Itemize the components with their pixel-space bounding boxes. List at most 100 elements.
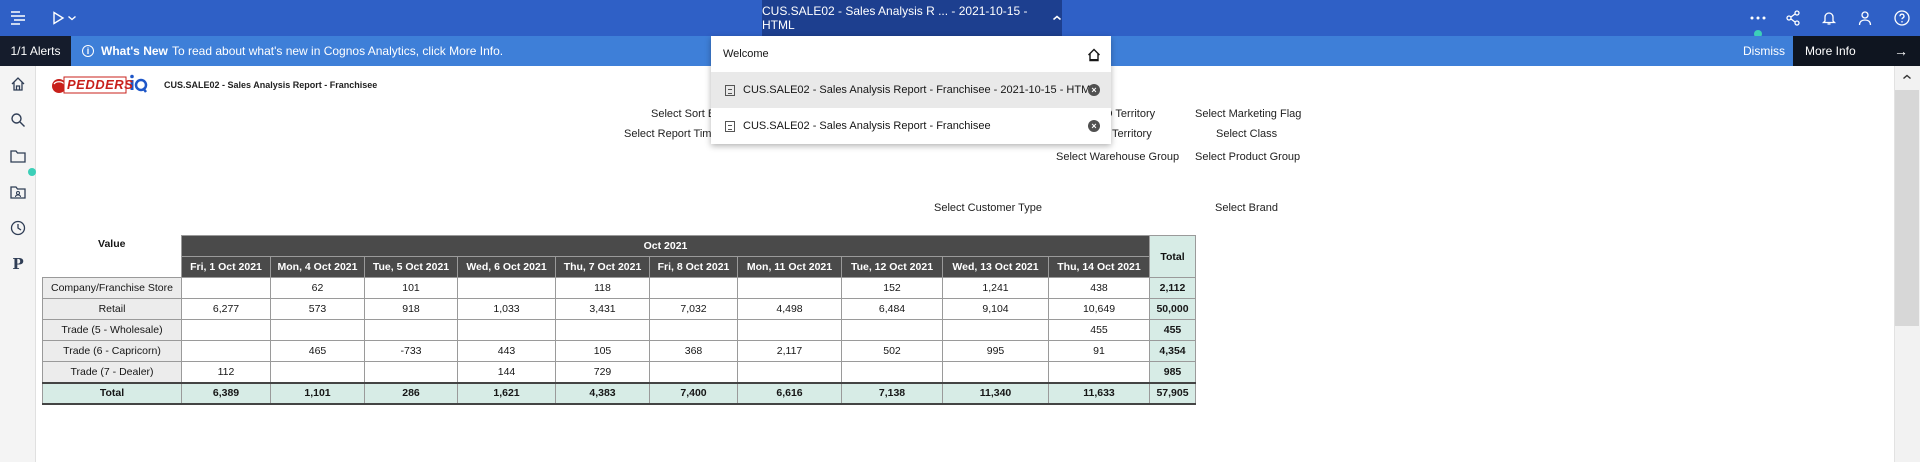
marketing-flag-prompt[interactable]: Select Marketing Flag <box>1195 108 1302 120</box>
table-cell: 91 <box>1048 340 1150 362</box>
alerts-count-button[interactable]: 1/1 Alerts <box>0 36 71 66</box>
user-icon[interactable] <box>1847 0 1883 36</box>
row-label: Company/Franchise Store <box>42 277 182 299</box>
table-cell: 729 <box>555 361 650 383</box>
report-title-tab[interactable]: CUS.SALE02 - Sales Analysis R ... - 2021… <box>762 0 1062 36</box>
table-cell <box>457 277 556 299</box>
sort-prompt[interactable]: Select Sort B <box>651 108 716 120</box>
chevron-down-icon[interactable] <box>60 0 84 36</box>
scrollbar-thumb[interactable] <box>1895 90 1919 326</box>
date-column-header: Tue, 5 Oct 2021 <box>364 256 458 278</box>
date-column-header: Wed, 13 Oct 2021 <box>942 256 1049 278</box>
dismiss-button[interactable]: Dismiss <box>1743 44 1785 58</box>
date-column-header: Thu, 7 Oct 2021 <box>555 256 650 278</box>
table-cell <box>1048 361 1150 383</box>
team-content-icon[interactable] <box>0 174 36 210</box>
date-column-header: Tue, 12 Oct 2021 <box>841 256 943 278</box>
total-cell: 7,138 <box>841 381 943 405</box>
table-cell <box>841 319 943 341</box>
table-cell: 995 <box>942 340 1049 362</box>
territory-prompt-b[interactable]: Territory <box>1112 128 1152 140</box>
table-cell: 144 <box>457 361 556 383</box>
row-total-cell: 50,000 <box>1149 298 1196 320</box>
welcome-label: Welcome <box>723 48 769 60</box>
total-row-label: Total <box>42 381 182 405</box>
table-cell <box>457 319 556 341</box>
left-nav-rail: P <box>0 66 36 462</box>
table-cell: 6,277 <box>181 298 271 320</box>
report-time-prompt[interactable]: Select Report Tim <box>624 128 712 140</box>
close-icon[interactable]: × <box>1088 84 1100 96</box>
overflow-icon[interactable] <box>1740 0 1776 36</box>
report-doc-icon <box>725 120 735 132</box>
total-cell: 11,340 <box>942 381 1049 405</box>
whats-new-label: What's New <box>101 44 168 58</box>
table-cell: 4,498 <box>737 298 842 320</box>
scroll-up-icon[interactable] <box>1898 68 1916 86</box>
table-cell: 101 <box>364 277 458 299</box>
product-group-prompt[interactable]: Select Product Group <box>1195 151 1301 163</box>
table-row: Trade (7 - Dealer) 112 144 729 985 <box>42 361 1196 383</box>
value-header: Value <box>42 235 182 278</box>
class-prompt[interactable]: Select Class <box>1216 128 1278 140</box>
more-info-label: More Info <box>1805 44 1856 58</box>
total-cell: 6,616 <box>737 381 842 405</box>
home-icon[interactable] <box>1087 48 1101 62</box>
share-icon[interactable] <box>1775 0 1811 36</box>
table-cell <box>364 361 458 383</box>
chevron-up-icon <box>1052 11 1062 25</box>
table-cell: 465 <box>270 340 365 362</box>
recent-icon[interactable] <box>0 210 36 246</box>
pedders-logo: PEDDERS <box>50 72 150 96</box>
table-cell: 455 <box>1048 319 1150 341</box>
row-total-cell: 2,112 <box>1149 277 1196 299</box>
table-cell <box>270 361 365 383</box>
notification-icon[interactable] <box>1811 0 1847 36</box>
table-cell: 9,104 <box>942 298 1049 320</box>
table-cell: 3,431 <box>555 298 650 320</box>
close-icon[interactable]: × <box>1088 120 1100 132</box>
date-column-header: Mon, 11 Oct 2021 <box>737 256 842 278</box>
brand-prompt[interactable]: Select Brand <box>1215 202 1278 214</box>
custom-p-icon[interactable]: P <box>12 255 24 273</box>
search-icon[interactable] <box>0 102 36 138</box>
help-icon[interactable] <box>1884 0 1920 36</box>
table-cell: 573 <box>270 298 365 320</box>
run-icon[interactable] <box>40 0 76 36</box>
whats-new-message: To read about what's new in Cognos Analy… <box>172 44 504 58</box>
home-icon[interactable] <box>0 66 36 102</box>
table-cell <box>555 319 650 341</box>
arrow-right-icon: → <box>1894 43 1908 59</box>
folder-icon[interactable] <box>0 138 36 174</box>
menu-icon[interactable] <box>0 0 36 36</box>
table-cell: 918 <box>364 298 458 320</box>
table-cell: 502 <box>841 340 943 362</box>
table-cell <box>181 277 271 299</box>
customer-type-prompt[interactable]: Select Customer Type <box>934 202 1043 214</box>
welcome-item[interactable]: Welcome <box>711 36 1111 72</box>
grand-total-cell: 57,905 <box>1149 381 1196 405</box>
table-cell <box>942 319 1049 341</box>
table-cell: 2,117 <box>737 340 842 362</box>
table-cell: 118 <box>555 277 650 299</box>
table-row: Retail 6,277 573 918 1,033 3,431 7,032 4,498 6,4… <box>42 298 1196 320</box>
table-cell <box>649 319 738 341</box>
more-info-button[interactable]: More Info → <box>1793 36 1920 66</box>
top-bar: CUS.SALE02 - Sales Analysis R ... - 2021… <box>0 0 1920 36</box>
info-icon: i <box>82 45 94 57</box>
warehouse-group-prompt[interactable]: Select Warehouse Group <box>1056 151 1180 163</box>
row-label: Trade (5 - Wholesale) <box>42 319 182 341</box>
total-cell: 6,389 <box>181 381 271 405</box>
territory-prompt-a[interactable]: O Territory <box>1104 108 1156 120</box>
table-cell: 112 <box>181 361 271 383</box>
status-dot <box>1754 30 1762 38</box>
date-column-header: Thu, 14 Oct 2021 <box>1048 256 1150 278</box>
open-report-item[interactable]: CUS.SALE02 - Sales Analysis Report - Fra… <box>711 108 1111 144</box>
table-cell: 152 <box>841 277 943 299</box>
open-report-item[interactable]: CUS.SALE02 - Sales Analysis Report - Fra… <box>711 72 1111 108</box>
row-total-cell: 985 <box>1149 361 1196 383</box>
total-cell: 4,383 <box>555 381 650 405</box>
table-cell: 6,484 <box>841 298 943 320</box>
month-header: Oct 2021 <box>181 235 1150 257</box>
row-label: Retail <box>42 298 182 320</box>
